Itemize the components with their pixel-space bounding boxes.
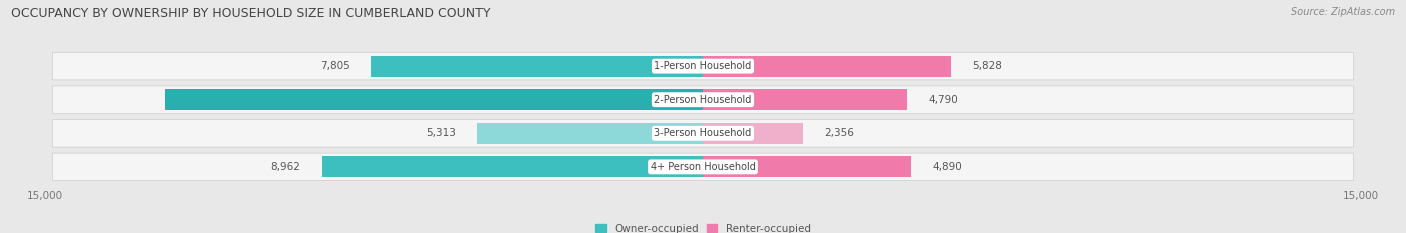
- Text: 15,000: 15,000: [1343, 191, 1379, 201]
- Text: 3-Person Household: 3-Person Household: [654, 128, 752, 138]
- Bar: [703, 123, 803, 144]
- Bar: [371, 56, 703, 76]
- Text: 4,790: 4,790: [928, 95, 957, 105]
- Text: 5,828: 5,828: [972, 61, 1002, 71]
- FancyBboxPatch shape: [52, 52, 1354, 80]
- Text: 8,962: 8,962: [271, 162, 301, 172]
- Bar: [322, 157, 703, 177]
- Text: 2-Person Household: 2-Person Household: [654, 95, 752, 105]
- FancyBboxPatch shape: [52, 86, 1354, 113]
- Text: 5,313: 5,313: [426, 128, 456, 138]
- Bar: [477, 123, 703, 144]
- Legend: Owner-occupied, Renter-occupied: Owner-occupied, Renter-occupied: [591, 220, 815, 233]
- Text: 7,805: 7,805: [321, 61, 350, 71]
- Text: 4+ Person Household: 4+ Person Household: [651, 162, 755, 172]
- Text: 12,640: 12,640: [654, 95, 695, 105]
- Text: 4,890: 4,890: [932, 162, 962, 172]
- Text: 2,356: 2,356: [824, 128, 855, 138]
- Text: Source: ZipAtlas.com: Source: ZipAtlas.com: [1291, 7, 1395, 17]
- Text: OCCUPANCY BY OWNERSHIP BY HOUSEHOLD SIZE IN CUMBERLAND COUNTY: OCCUPANCY BY OWNERSHIP BY HOUSEHOLD SIZE…: [11, 7, 491, 20]
- FancyBboxPatch shape: [52, 153, 1354, 181]
- Bar: [703, 89, 907, 110]
- Bar: [703, 157, 911, 177]
- FancyBboxPatch shape: [52, 120, 1354, 147]
- Bar: [166, 89, 703, 110]
- Text: 15,000: 15,000: [27, 191, 63, 201]
- Bar: [703, 56, 950, 76]
- Text: 1-Person Household: 1-Person Household: [654, 61, 752, 71]
